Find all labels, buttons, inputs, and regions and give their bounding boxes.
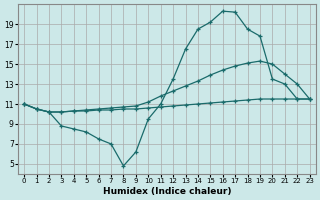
X-axis label: Humidex (Indice chaleur): Humidex (Indice chaleur): [103, 187, 231, 196]
